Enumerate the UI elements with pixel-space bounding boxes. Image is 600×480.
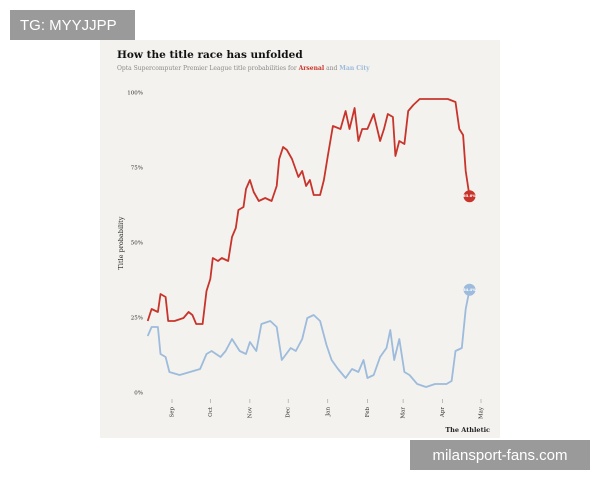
subtitle-arsenal: Arsenal	[298, 65, 325, 72]
y-tick-label: 0%	[134, 391, 143, 397]
chart-subtitle: Opta Supercomputer Premier League title …	[117, 65, 370, 72]
x-tick-label: May	[479, 406, 485, 419]
source: The Athletic	[445, 426, 490, 434]
end-label: 34.4%	[463, 288, 476, 292]
subtitle-joiner: and	[326, 65, 337, 72]
watermark: milansport-fans.com	[432, 447, 567, 464]
x-tick-label: Apr	[440, 407, 446, 418]
y-tick-label: 50%	[131, 241, 143, 247]
series-line	[146, 98, 471, 325]
series-line	[146, 289, 471, 388]
end-marker	[463, 283, 476, 296]
watermark-box	[410, 440, 590, 470]
x-tick-label: Dec	[286, 407, 292, 418]
x-tick-label: Nov	[247, 406, 253, 418]
watermark: TG: MYYJJPP	[20, 17, 117, 34]
y-tick-label: 75%	[131, 166, 143, 172]
y-tick-label: 100%	[127, 91, 143, 97]
x-tick-label: Feb	[365, 407, 371, 418]
subtitle-text: Opta Supercomputer Premier League title …	[117, 65, 297, 72]
chart-card	[100, 40, 500, 438]
end-label: 65.6%	[463, 194, 476, 198]
x-tick-label: Jan	[325, 407, 331, 417]
y-axis-label: Title probability	[117, 216, 125, 269]
x-tick-label: Sep	[169, 407, 175, 418]
end-marker	[463, 190, 476, 203]
watermark-box	[10, 10, 135, 40]
y-tick-label: 25%	[131, 316, 143, 322]
x-tick-label: Mar	[401, 407, 407, 419]
x-tick-label: Oct	[208, 406, 214, 417]
plot: 0% 25% 50% 75% 100% Sep Oct Nov Dec Jan Feb Mar Apr M…	[127, 91, 484, 420]
subtitle-city: Man City	[339, 65, 370, 72]
chart-title: How the title race has unfolded	[117, 49, 303, 61]
